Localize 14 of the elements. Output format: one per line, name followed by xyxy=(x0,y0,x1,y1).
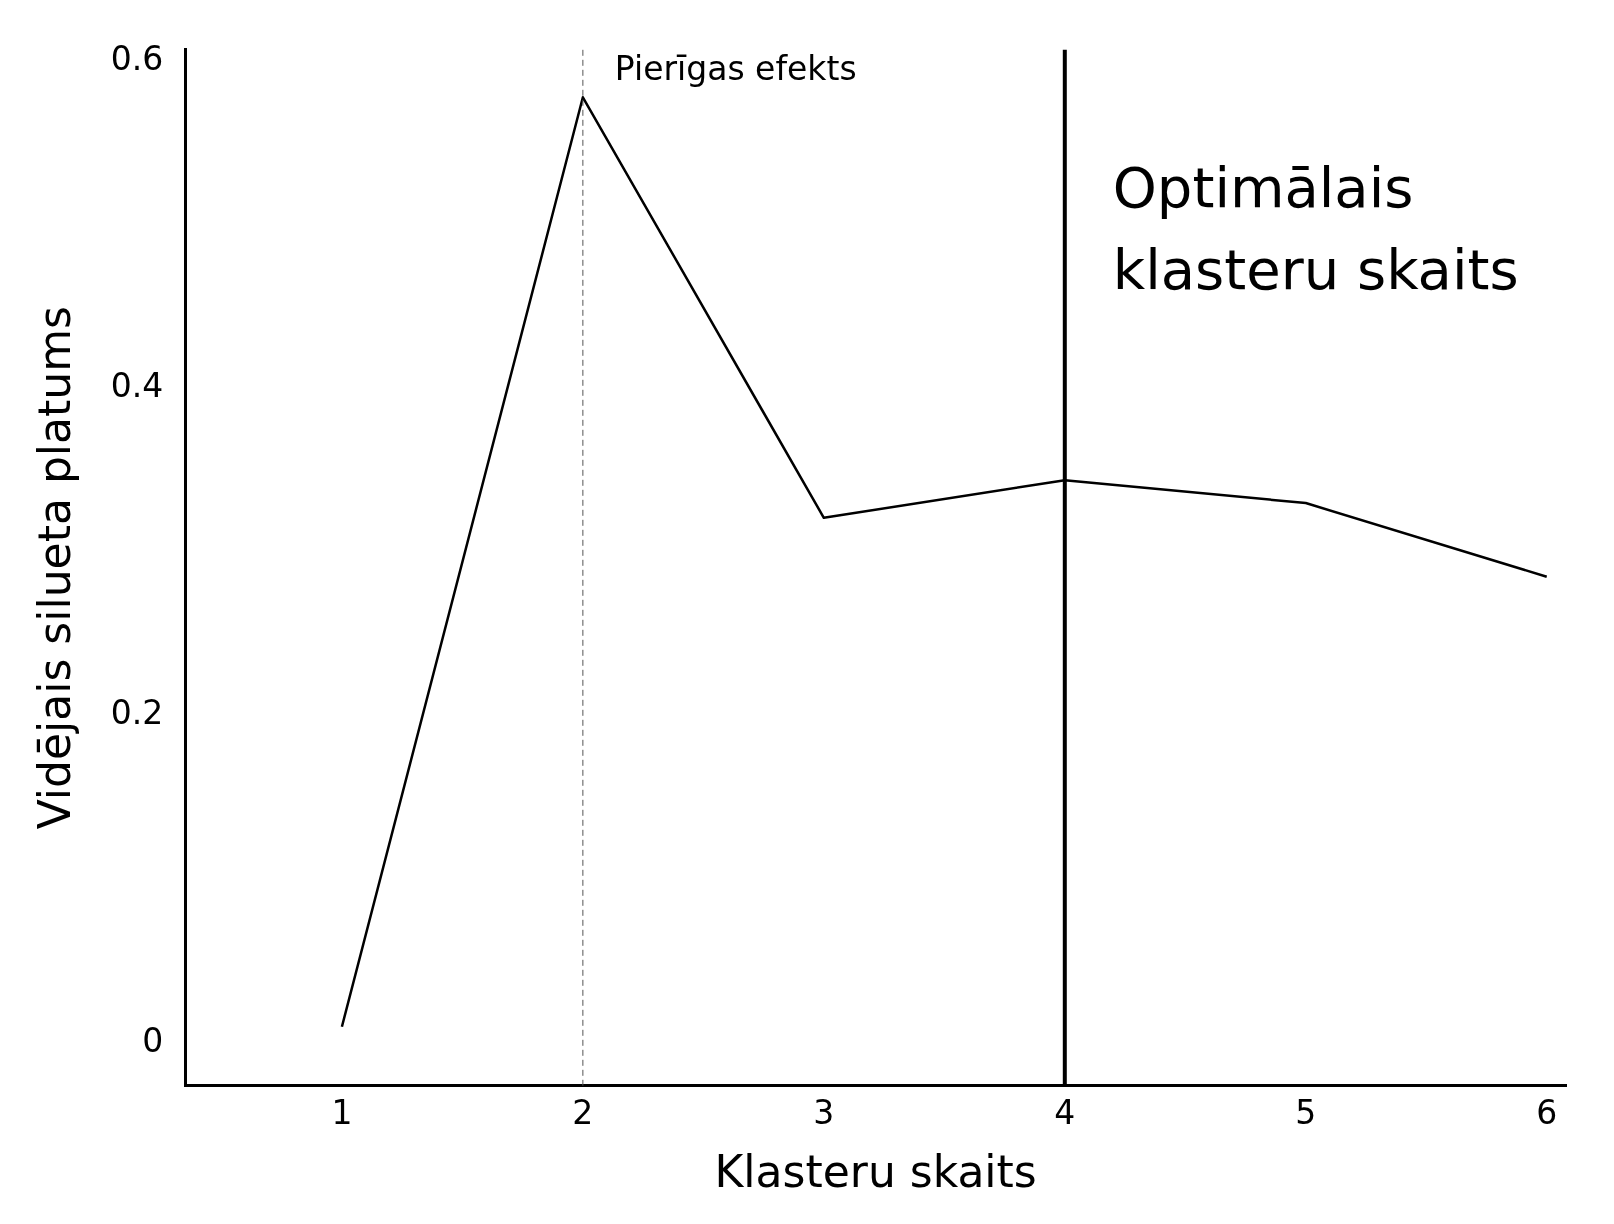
ref-line-label: Optimālais klasteru skaits xyxy=(1112,155,1519,302)
x-tick-label: 5 xyxy=(1295,1092,1317,1132)
x-tick-label: 1 xyxy=(331,1092,353,1132)
y-tick-label: 0.2 xyxy=(110,693,164,733)
x-tick-label: 3 xyxy=(813,1092,835,1132)
y-axis-title: Vidējais silueta platums xyxy=(28,306,80,830)
y-tick-label: 0 xyxy=(142,1020,164,1060)
x-axis-title: Klasteru skaits xyxy=(714,1146,1037,1198)
ref-line-label: Pierīgas efekts xyxy=(614,48,857,88)
x-tick-label: 6 xyxy=(1536,1092,1558,1132)
y-tick-label: 0.6 xyxy=(110,38,164,78)
x-tick-label: 4 xyxy=(1054,1092,1076,1132)
x-tick-label: 2 xyxy=(572,1092,594,1132)
y-tick-label: 0.4 xyxy=(110,366,164,406)
